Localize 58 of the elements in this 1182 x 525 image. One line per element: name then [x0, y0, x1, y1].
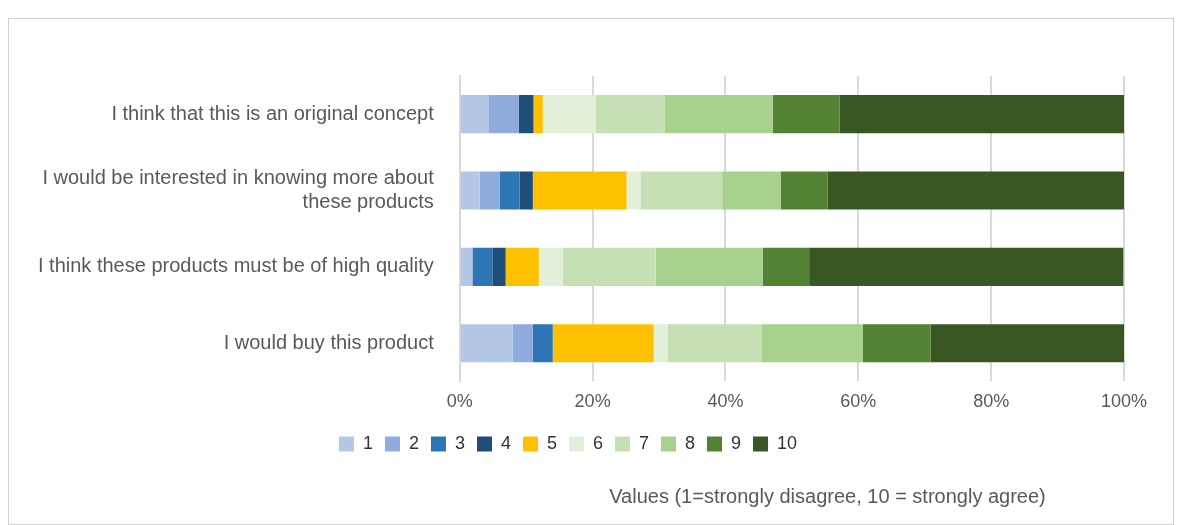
bar — [827, 171, 1124, 210]
bar — [492, 247, 506, 286]
bar — [519, 171, 533, 210]
y-tick-label: I think that this is an original concept — [111, 101, 435, 124]
legend-label: 5 — [546, 432, 557, 453]
bar — [538, 247, 563, 286]
legend-label: 8 — [685, 432, 696, 453]
bar — [460, 171, 480, 210]
x-tick-label: 60% — [840, 391, 877, 412]
legend-label: 6 — [592, 432, 604, 453]
bar — [542, 95, 596, 134]
y-tick-label: I would be interested in knowing more about these products — [42, 166, 435, 213]
bar — [552, 324, 654, 363]
bar — [460, 95, 489, 134]
legend-label: 1 — [362, 432, 373, 453]
bar — [562, 247, 656, 286]
legend-label: 3 — [454, 432, 465, 453]
legend-label: 2 — [408, 432, 419, 453]
y-tick-label: I would buy this product — [223, 330, 435, 353]
bar — [722, 171, 781, 210]
bar — [772, 95, 840, 134]
bar — [664, 95, 773, 134]
bar — [532, 171, 627, 210]
x-axis-title: Values (1=strongly disagree, 10 = strongly agree) — [608, 485, 1047, 508]
y-tick-label: I think these products must be of high quality — [38, 254, 434, 277]
bar — [499, 171, 520, 210]
legend-label: 9 — [731, 432, 742, 453]
bar — [479, 171, 500, 210]
bar — [460, 247, 473, 286]
x-tick-label: 80% — [973, 391, 1010, 412]
bar — [780, 171, 828, 210]
x-tick-label: 100% — [1100, 391, 1148, 412]
bar — [533, 95, 543, 134]
bar — [655, 247, 763, 286]
x-tick-label: 20% — [574, 391, 611, 412]
bar — [472, 247, 493, 286]
bar — [626, 171, 641, 210]
x-tick-label: 0% — [446, 391, 473, 412]
bar — [518, 95, 534, 134]
bar — [762, 324, 863, 363]
bar — [595, 95, 665, 134]
bar — [488, 95, 519, 134]
legend-label: 10 — [777, 432, 798, 453]
bar — [653, 324, 668, 363]
legend-label: 7 — [639, 432, 650, 453]
bar — [460, 324, 513, 363]
bar — [930, 324, 1124, 363]
bar — [667, 324, 762, 363]
bar — [640, 171, 723, 210]
bar — [532, 324, 553, 363]
bar — [839, 95, 1124, 134]
bar — [862, 324, 931, 363]
x-tick-label: 40% — [707, 391, 744, 412]
bar — [512, 324, 533, 363]
legend-label: 4 — [500, 432, 511, 453]
bar — [809, 247, 1124, 286]
bar — [505, 247, 539, 286]
bar — [762, 247, 810, 286]
